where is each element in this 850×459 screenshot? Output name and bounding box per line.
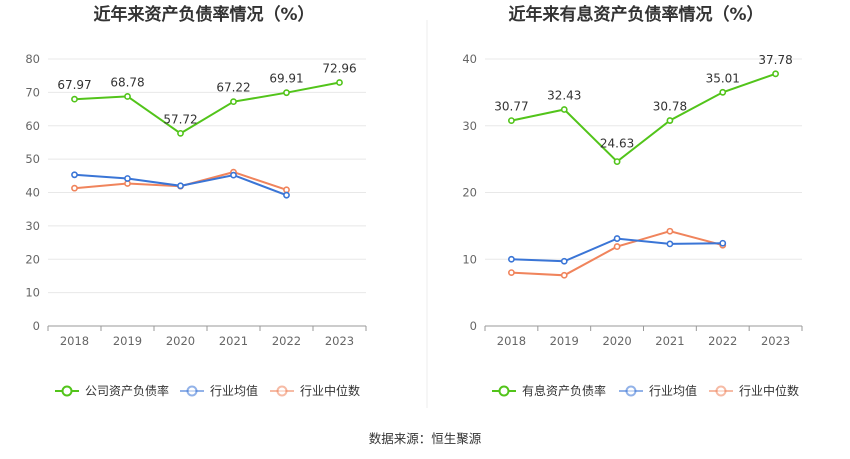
data-point[interactable] [230, 98, 237, 106]
y-tick-label: 70 [25, 85, 40, 99]
data-point[interactable] [666, 227, 674, 235]
y-tick-label: 50 [25, 152, 40, 166]
data-point[interactable] [560, 257, 568, 265]
x-tick-label: 2022 [708, 334, 737, 348]
data-point[interactable] [508, 117, 515, 125]
x-tick-label: 2021 [655, 334, 684, 348]
source-note: 数据来源：恒生聚源 [369, 431, 482, 446]
data-point[interactable] [336, 79, 343, 86]
series-line [74, 81, 340, 135]
series-line [511, 72, 776, 163]
data-point[interactable] [772, 70, 779, 78]
data-label: 68.78 [110, 75, 144, 89]
data-label: 67.22 [216, 81, 250, 95]
x-tick-label: 2023 [761, 334, 790, 348]
y-tick-label: 30 [462, 119, 477, 133]
series-2 [508, 235, 727, 265]
y-tick-label: 40 [25, 186, 40, 200]
y-tick-label: 40 [462, 52, 477, 66]
legend-item[interactable]: 行业均值 [180, 383, 258, 398]
legend-item[interactable]: 行业中位数 [270, 383, 360, 398]
data-point[interactable] [177, 129, 184, 137]
data-label: 24.63 [600, 137, 634, 151]
data-label: 32.43 [547, 89, 581, 103]
data-point[interactable] [71, 184, 78, 192]
y-tick-label: 20 [25, 252, 40, 266]
legend-label: 公司资产负债率 [85, 383, 169, 398]
data-point[interactable] [508, 255, 515, 263]
legend-item[interactable]: 行业均值 [619, 383, 697, 398]
x-tick-label: 2019 [113, 334, 142, 348]
y-tick-label: 60 [25, 119, 40, 133]
data-point[interactable] [71, 95, 78, 103]
data-label: 37.78 [758, 53, 792, 67]
data-point[interactable] [124, 175, 131, 182]
data-point[interactable] [719, 88, 727, 96]
legend-swatch-marker [61, 385, 73, 397]
data-point[interactable] [283, 186, 290, 194]
data-label: 30.77 [494, 100, 528, 114]
y-tick-label: 10 [462, 252, 477, 266]
legend-label: 行业均值 [210, 383, 258, 398]
legend-swatch-marker [276, 385, 288, 397]
data-point[interactable] [283, 191, 290, 199]
x-tick-label: 2022 [272, 334, 301, 348]
data-point[interactable] [71, 171, 78, 179]
y-tick-label: 30 [25, 219, 40, 233]
data-point[interactable] [124, 93, 131, 100]
series-1: 67.97 68.78 57.72 67.22 69.91 72.96 [57, 61, 357, 137]
y-tick-label: 10 [25, 286, 40, 300]
data-point[interactable] [613, 235, 621, 242]
legend-label: 行业中位数 [300, 383, 360, 398]
series-3 [508, 227, 727, 279]
chart-2: 近年来有息资产负债率情况（%） 0 10 20 30 40 2018 2019 2020 2021… [462, 4, 803, 398]
x-tick-label: 2020 [166, 334, 195, 348]
data-point[interactable] [283, 89, 290, 97]
x-tick-label: 2018 [497, 334, 526, 348]
data-point[interactable] [719, 239, 727, 247]
legend-swatch-marker [715, 385, 727, 397]
data-point[interactable] [560, 271, 568, 279]
data-label: 30.78 [653, 100, 687, 114]
x-tick-label: 2019 [550, 334, 579, 348]
y-tick-label: 80 [25, 52, 40, 66]
legend-swatch-marker [498, 385, 510, 397]
data-point[interactable] [666, 117, 674, 124]
legend-item[interactable]: 行业中位数 [709, 383, 799, 398]
data-point[interactable] [666, 240, 674, 248]
chart-title: 近年来资产负债率情况（%） [93, 4, 314, 25]
data-point[interactable] [177, 182, 184, 190]
y-tick-label: 0 [33, 319, 40, 333]
data-point[interactable] [613, 158, 621, 165]
data-point[interactable] [230, 171, 237, 179]
series-1: 30.77 32.43 24.63 30.78 35.01 37.78 [494, 53, 793, 165]
data-label: 69.91 [269, 72, 303, 86]
data-label: 67.97 [57, 78, 91, 92]
legend-label: 有息资产负债率 [522, 383, 606, 398]
x-tick-label: 2020 [602, 334, 631, 348]
chart-title: 近年来有息资产负债率情况（%） [508, 4, 763, 25]
data-point[interactable] [560, 106, 568, 113]
x-tick-label: 2018 [60, 334, 89, 348]
x-tick-label: 2021 [219, 334, 248, 348]
data-label: 57.72 [163, 112, 197, 126]
data-label: 35.01 [706, 71, 740, 85]
x-tick-label: 2023 [325, 334, 354, 348]
data-label: 72.96 [322, 61, 356, 75]
chart-1: 近年来资产负债率情况（%） 0 10 20 30 40 50 60 70 80 2018 2019 20… [25, 4, 367, 398]
legend-item[interactable]: 公司资产负债率 [55, 383, 169, 398]
legend-swatch-marker [186, 385, 198, 397]
legend-item[interactable]: 有息资产负债率 [492, 383, 606, 398]
legend-label: 行业均值 [649, 383, 697, 398]
data-point[interactable] [613, 243, 621, 250]
y-tick-label: 20 [462, 186, 477, 200]
series-2 [71, 171, 290, 199]
y-tick-label: 0 [470, 319, 477, 333]
legend-label: 行业中位数 [739, 383, 799, 398]
data-point[interactable] [508, 269, 515, 276]
legend-swatch-marker [625, 385, 637, 397]
